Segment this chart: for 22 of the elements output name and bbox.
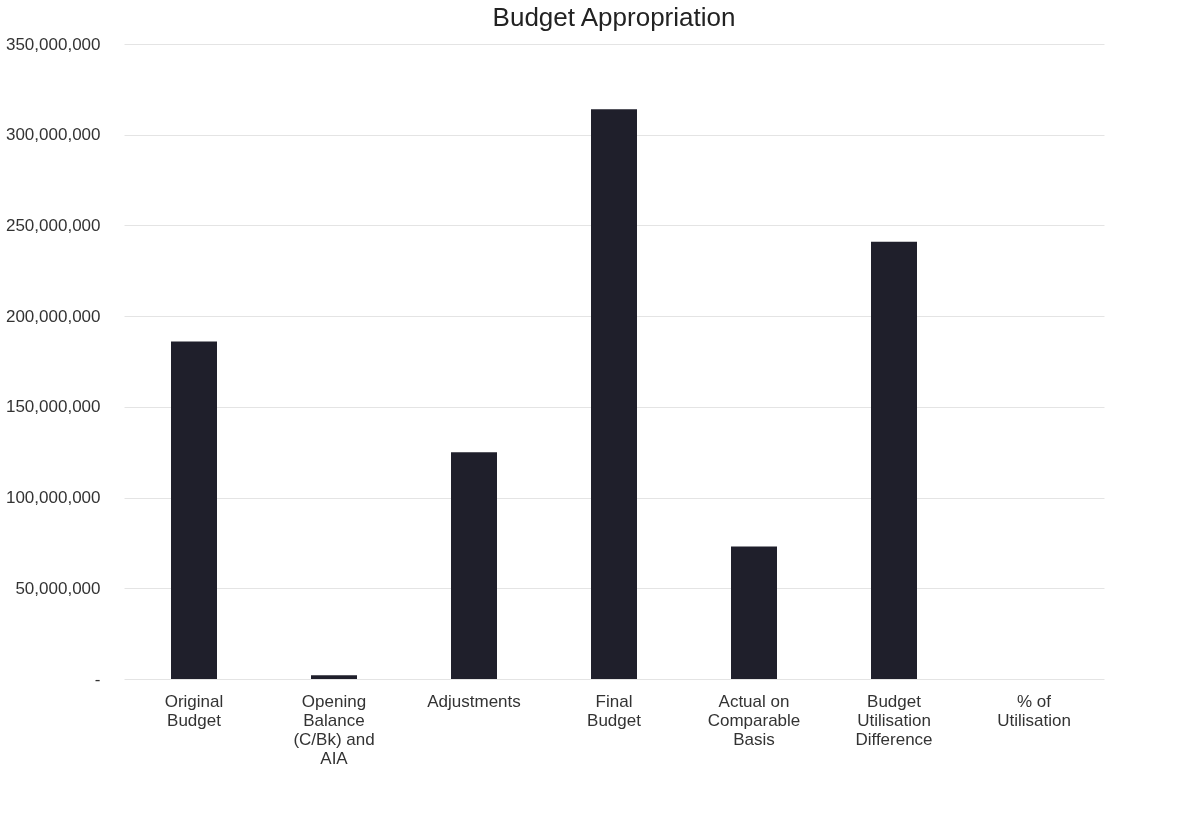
y-tick-label: 200,000,000 [5,306,101,326]
bar [871,241,917,679]
x-tick-label: Final Budget [587,691,642,730]
y-tick-label: 100,000,000 [5,488,101,508]
bar [731,546,777,679]
y-tick-label: - [94,669,101,689]
x-tick-label: % of Utilisation [997,691,1071,730]
bar [171,341,217,679]
x-tick-label: Budget Utilisation Difference [855,691,933,749]
x-tick-label: Actual on Comparable Basis [707,691,801,749]
y-tick-label: 150,000,000 [5,397,101,417]
bar [451,452,497,679]
y-tick-label: 50,000,000 [15,578,101,598]
x-tick-label: Adjustments [427,691,521,711]
bar [311,675,357,679]
x-tick-label: Original Budget [164,691,224,730]
y-tick-label: 350,000,000 [5,34,101,54]
x-tick-label: Opening Balance (C/Bk) and AIA [293,691,375,768]
chart-title: Budget Appropriation [492,2,736,32]
y-tick-label: 300,000,000 [5,125,101,145]
bar [591,109,637,679]
y-tick-label: 250,000,000 [5,215,101,235]
